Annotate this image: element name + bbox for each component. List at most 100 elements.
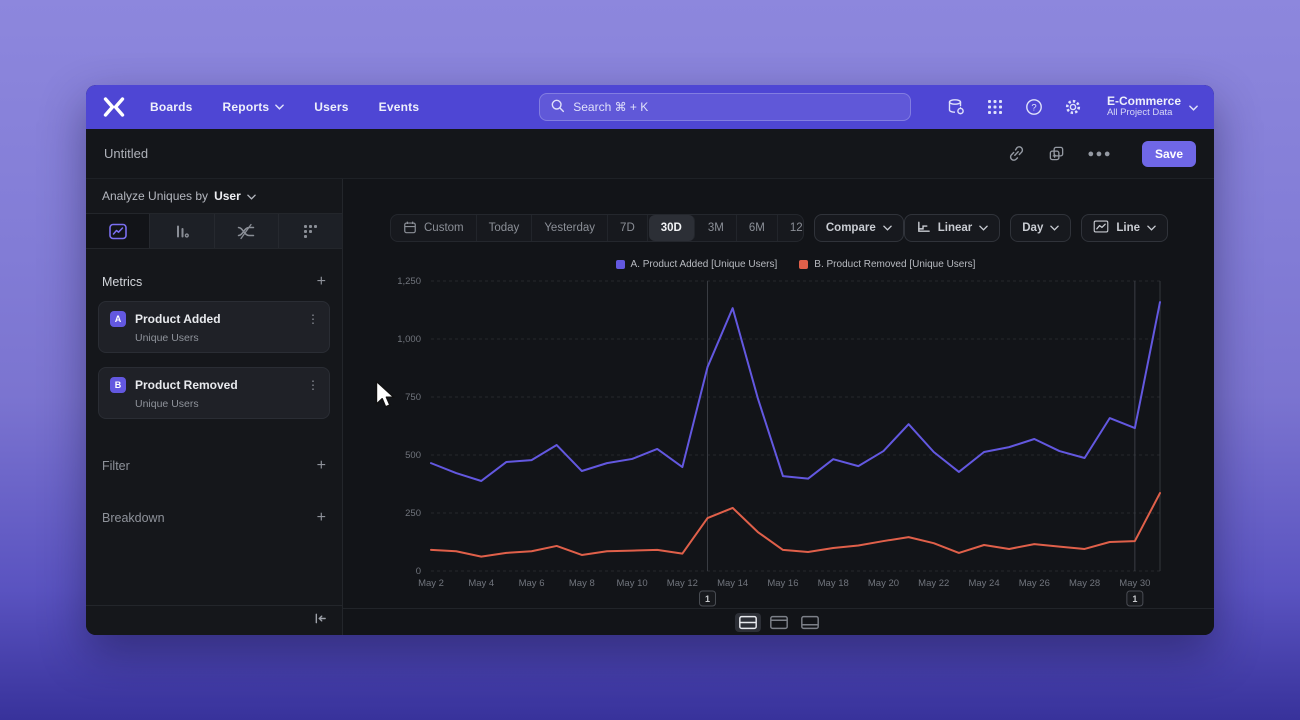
chart-legend: A. Product Added [Unique Users] B. Produ…	[431, 259, 1160, 270]
chevron-down-icon	[1050, 222, 1060, 234]
svg-text:1,000: 1,000	[397, 334, 421, 345]
range-7d[interactable]: 7D	[608, 215, 648, 241]
line-chart[interactable]: 0 250 500 750 1,000 1,250 May 2 May 4 May 6 May 8…	[343, 275, 1214, 620]
analyze-entity-dropdown[interactable]: User	[214, 189, 241, 203]
svg-text:?: ?	[1031, 102, 1036, 113]
report-title[interactable]: Untitled	[104, 146, 149, 161]
breakdown-label: Breakdown	[102, 511, 165, 525]
filter-label: Filter	[102, 459, 130, 473]
date-range-segment: Custom Today Yesterday 7D 30D 3M 6M 12M	[390, 214, 804, 242]
metric-card-b[interactable]: B Product Removed ⋮ Unique Users	[98, 367, 330, 419]
svg-text:May 2: May 2	[418, 578, 444, 589]
metric-subtitle[interactable]: Unique Users	[135, 332, 199, 344]
svg-text:May 8: May 8	[569, 578, 595, 589]
apps-grid-icon[interactable]	[986, 98, 1004, 116]
metrics-header-row: Metrics +	[86, 273, 342, 291]
line-chart-icon	[1093, 220, 1109, 236]
chart-type-dropdown[interactable]: Line	[1081, 214, 1168, 242]
svg-text:May 24: May 24	[968, 578, 999, 589]
svg-text:May 12: May 12	[667, 578, 698, 589]
nav-item-reports[interactable]: Reports	[223, 100, 285, 114]
settings-gear-icon[interactable]	[1064, 98, 1082, 116]
svg-text:250: 250	[405, 508, 421, 519]
add-breakdown-button[interactable]: +	[316, 509, 326, 526]
copy-link-icon[interactable]	[1008, 145, 1026, 163]
tab-insights[interactable]	[86, 214, 151, 248]
svg-text:May 16: May 16	[767, 578, 798, 589]
svg-text:500: 500	[405, 450, 421, 461]
tab-funnels[interactable]	[150, 214, 215, 248]
range-6m[interactable]: 6M	[737, 215, 778, 241]
svg-text:May 4: May 4	[468, 578, 494, 589]
interval-dropdown[interactable]: Day	[1010, 214, 1072, 242]
data-management-icon[interactable]	[947, 98, 965, 116]
kebab-menu-icon[interactable]: ⋮	[307, 378, 319, 392]
help-icon[interactable]: ?	[1025, 98, 1043, 116]
metric-subtitle[interactable]: Unique Users	[135, 398, 199, 410]
nav-item-boards[interactable]: Boards	[150, 100, 193, 114]
metric-card-a[interactable]: A Product Added ⋮ Unique Users	[98, 301, 330, 353]
search-placeholder: Search ⌘ + K	[573, 100, 649, 114]
compare-dropdown[interactable]: Compare	[813, 214, 904, 242]
chevron-down-icon	[882, 222, 892, 234]
linear-axis-icon	[916, 220, 931, 237]
chevron-down-icon	[1147, 222, 1156, 234]
metric-name: Product Removed	[135, 378, 238, 392]
chevron-down-icon	[275, 104, 285, 110]
svg-text:May 26: May 26	[1019, 578, 1050, 589]
query-sidebar: Analyze Uniques by User Metri	[86, 179, 343, 635]
save-button[interactable]: Save	[1141, 140, 1196, 167]
svg-text:May 14: May 14	[717, 578, 748, 589]
svg-text:1: 1	[1132, 594, 1137, 604]
sidebar-footer	[86, 605, 342, 635]
project-subtitle: All Project Data	[1106, 107, 1173, 119]
range-30d[interactable]: 30D	[648, 215, 695, 241]
tab-retention[interactable]	[278, 214, 342, 248]
metric-name: Product Added	[135, 312, 221, 326]
layout-table-only-button[interactable]	[797, 613, 823, 632]
nav-item-users[interactable]: Users	[314, 100, 349, 114]
svg-text:750: 750	[405, 392, 421, 403]
project-selector[interactable]: E-Commerce All Project Data	[1106, 94, 1198, 120]
range-3m[interactable]: 3M	[696, 215, 737, 241]
kebab-menu-icon[interactable]: ⋮	[307, 312, 319, 326]
range-12m[interactable]: 12M	[789, 222, 803, 234]
analyze-label: Analyze Uniques by	[102, 189, 209, 203]
metrics-header: Metrics	[102, 275, 143, 289]
metric-badge-b: B	[110, 377, 126, 393]
range-today[interactable]: Today	[477, 215, 533, 241]
chevron-down-icon	[979, 222, 989, 234]
scale-dropdown[interactable]: Linear	[903, 214, 1001, 242]
svg-text:May 30: May 30	[1119, 578, 1150, 589]
search-input[interactable]: Search ⌘ + K	[539, 93, 912, 121]
legend-item-a[interactable]: A. Product Added [Unique Users]	[615, 259, 777, 270]
range-custom[interactable]: Custom	[391, 215, 477, 241]
collapse-sidebar-icon[interactable]	[313, 612, 328, 630]
add-metric-button[interactable]: +	[316, 273, 326, 290]
breakdown-row: Breakdown +	[86, 509, 342, 527]
report-type-tabs	[86, 214, 342, 249]
svg-text:0: 0	[416, 566, 421, 577]
legend-swatch-a	[615, 260, 625, 269]
mixpanel-logo-icon[interactable]	[102, 96, 126, 118]
chevron-down-icon	[1189, 98, 1198, 116]
svg-text:May 20: May 20	[868, 578, 899, 589]
layout-chart-and-table-button[interactable]	[734, 612, 761, 632]
add-filter-button[interactable]: +	[316, 457, 326, 474]
legend-label: B. Product Removed [Unique Users]	[814, 259, 976, 270]
more-options-button[interactable]: ●●●	[1087, 147, 1112, 160]
nav-item-events[interactable]: Events	[378, 100, 420, 114]
analyze-uniques-row: Analyze Uniques by User	[86, 179, 342, 214]
duplicate-icon[interactable]	[1048, 145, 1066, 163]
layout-toggle-group	[343, 608, 1214, 635]
svg-text:May 6: May 6	[519, 578, 545, 589]
layout-chart-only-button[interactable]	[766, 613, 792, 632]
legend-item-b[interactable]: B. Product Removed [Unique Users]	[799, 259, 975, 270]
svg-text:May 22: May 22	[918, 578, 949, 589]
legend-swatch-b	[799, 260, 809, 269]
range-yesterday[interactable]: Yesterday	[532, 215, 609, 241]
chevron-down-icon	[246, 189, 256, 203]
svg-text:May 28: May 28	[1069, 578, 1100, 589]
tab-flows[interactable]	[214, 214, 279, 248]
